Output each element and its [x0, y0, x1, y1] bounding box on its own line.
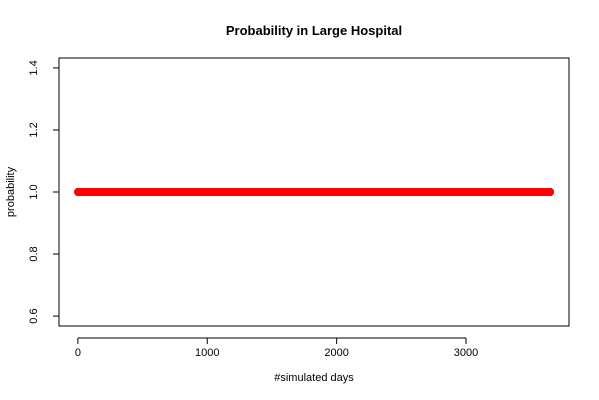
x-tick-label: 2000: [324, 347, 348, 359]
x-axis-label: #simulated days: [274, 372, 354, 384]
y-axis: 0.6 0.8 1.0 1.2 1.4: [28, 60, 60, 324]
y-tick-label: 0.8: [28, 246, 40, 261]
y-tick-label: 1.0: [28, 184, 40, 199]
data-points: [74, 188, 555, 196]
y-axis-label: probability: [5, 166, 17, 217]
y-tick-label: 0.6: [28, 308, 40, 323]
x-tick-label: 1000: [195, 347, 219, 359]
x-tick-label: 3000: [454, 347, 478, 359]
data-point: [546, 188, 555, 196]
x-axis: 0 1000 2000 3000: [75, 337, 478, 359]
y-tick-label: 1.4: [28, 60, 40, 75]
y-tick-label: 1.2: [28, 122, 40, 137]
x-tick-label: 0: [75, 347, 81, 359]
chart-title: Probability in Large Hospital: [226, 23, 402, 38]
